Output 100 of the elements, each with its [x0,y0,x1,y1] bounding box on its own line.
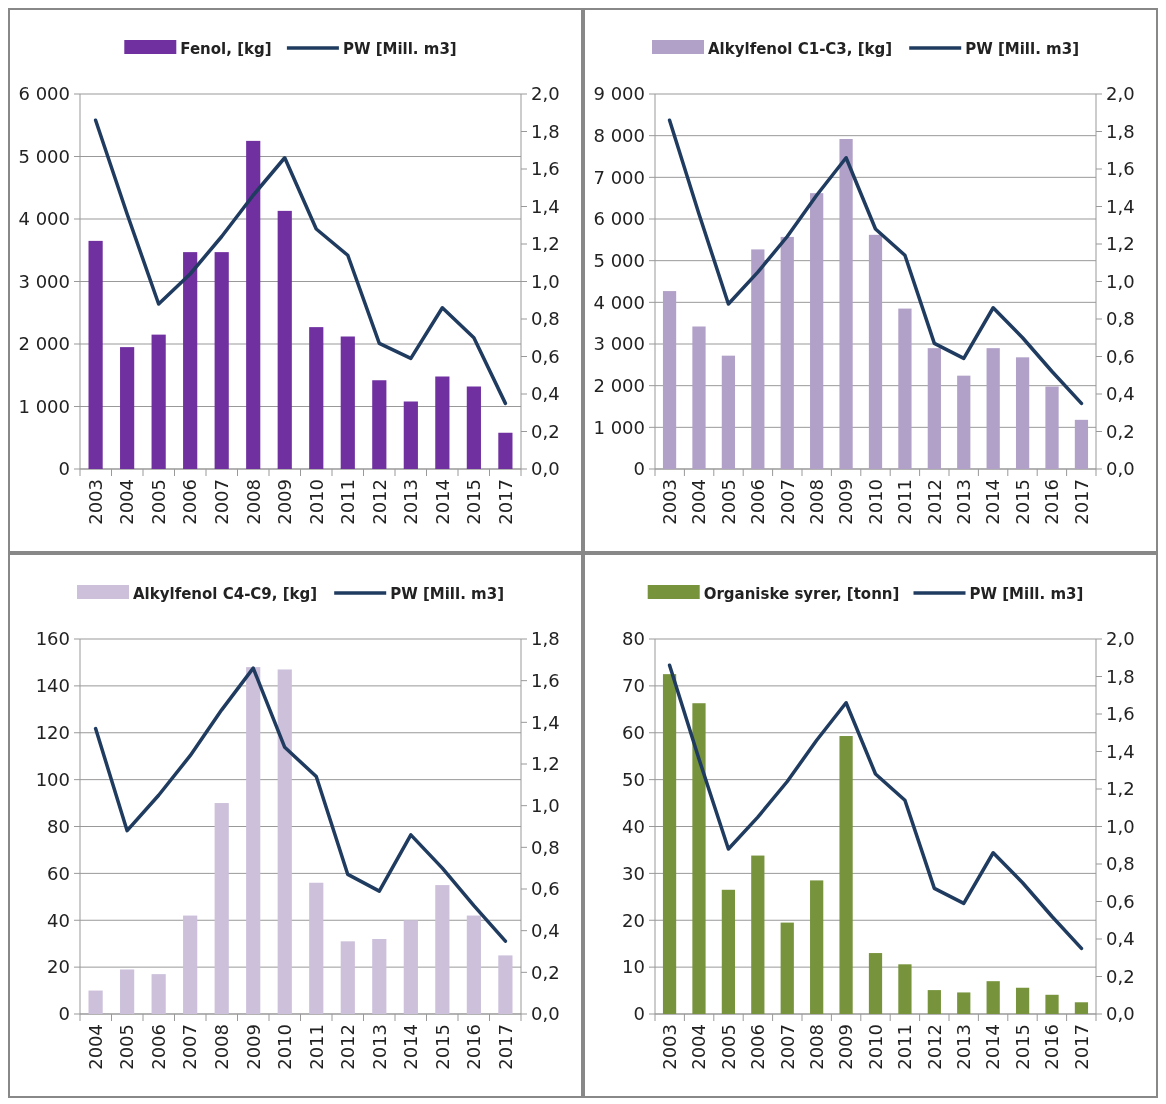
bar [277,669,292,1014]
bar [751,855,765,1014]
bar [151,334,166,469]
x-tick-label: 2004 [688,479,710,525]
x-tick-label: 2004 [84,1024,106,1070]
bar [151,974,166,1014]
y2-tick-label: 0,6 [531,878,560,900]
y-tick-label: 5 000 [18,145,70,167]
y-tick-label: 9 000 [593,83,645,105]
bar [214,252,229,469]
x-tick-label: 2009 [835,1024,857,1070]
y2-tick-label: 0,6 [1106,345,1135,367]
legend-label: PW [Mill. m3] [342,40,457,58]
bar [403,401,418,469]
y-tick-label: 50 [622,768,645,790]
legend-label: Fenol, [kg] [180,40,272,58]
bar [1045,994,1059,1014]
bar [309,327,324,469]
x-tick-label: 2009 [274,479,296,525]
x-tick-label: 2005 [116,1024,138,1070]
bar [498,955,513,1014]
y-tick-label: 4 000 [18,208,70,230]
bar [898,964,912,1014]
bar [246,140,261,469]
y-tick-label: 5 000 [593,249,645,271]
x-tick-label: 2003 [658,479,680,525]
x-tick-label: 2013 [400,479,422,525]
y-tick-label: 1 000 [593,416,645,438]
y2-tick-label: 0,6 [1106,890,1135,912]
bar [780,922,794,1014]
bar [372,939,387,1014]
y2-tick-label: 1,8 [531,628,560,650]
x-tick-label: 2013 [368,1024,390,1070]
x-tick-label: 2006 [147,1024,169,1070]
y2-tick-label: 0,2 [531,961,560,983]
y2-tick-label: 0,0 [531,1003,560,1025]
legend-label: PW [Mill. m3] [969,585,1084,603]
y-tick-label: 2 000 [18,333,70,355]
bar [466,915,481,1014]
y-tick-label: 160 [35,628,70,650]
y2-tick-label: 0,0 [1106,458,1135,480]
y-tick-label: 30 [622,862,645,884]
bar [246,667,261,1014]
x-tick-label: 2006 [179,479,201,525]
x-tick-label: 2010 [864,479,886,525]
x-tick-label: 2011 [894,479,916,525]
y-tick-label: 20 [622,909,645,931]
bar [435,885,450,1014]
bar [88,240,103,469]
x-tick-label: 2017 [1070,479,1092,525]
y-tick-label: 0 [58,1003,70,1025]
y-tick-label: 100 [35,768,70,790]
x-tick-label: 2014 [400,1024,422,1070]
y2-tick-label: 1,0 [1106,270,1135,292]
line-series [93,118,508,406]
bar [372,380,387,469]
bar [751,249,765,469]
legend-label: Alkylfenol C1-C3, [kg] [708,40,893,58]
x-tick-label: 2014 [431,479,453,525]
bar [498,432,513,469]
x-tick-label: 2012 [368,479,390,525]
x-tick-label: 2015 [1011,1024,1033,1070]
y2-tick-label: 1,8 [1106,665,1135,687]
x-tick-label: 2013 [953,1024,975,1070]
y2-tick-label: 0,2 [1106,965,1135,987]
y2-tick-label: 0,6 [531,345,560,367]
y-tick-label: 20 [47,956,70,978]
x-tick-label: 2012 [337,1024,359,1070]
bar [1015,357,1030,469]
x-tick-label: 2007 [210,479,232,525]
y-tick-label: 70 [622,675,645,697]
y-tick-label: 3 000 [18,270,70,292]
bar [898,308,912,469]
bar [662,291,677,469]
x-tick-label: 2016 [1041,479,1063,525]
y2-tick-label: 1,4 [1106,740,1135,762]
y2-tick-label: 1,2 [531,753,560,775]
y-tick-label: 80 [47,815,70,837]
y-tick-label: 40 [622,815,645,837]
bar [340,941,355,1014]
bar [868,953,883,1014]
bar [927,348,941,469]
x-tick-label: 2011 [305,1024,327,1070]
y2-tick-label: 1,0 [531,794,560,816]
x-tick-label: 2004 [116,479,138,525]
bar [1074,419,1089,469]
y2-tick-label: 0,2 [531,420,560,442]
y-tick-label: 2 000 [593,374,645,396]
x-tick-label: 2014 [982,1024,1004,1070]
x-tick-label: 2015 [1011,479,1033,525]
y2-tick-label: 0,8 [531,836,560,858]
y-tick-label: 6 000 [593,208,645,230]
y2-tick-label: 0,4 [1106,383,1135,405]
x-tick-label: 2007 [776,479,798,525]
x-tick-label: 2014 [982,479,1004,525]
y2-tick-label: 2,0 [1106,83,1135,105]
y-tick-label: 60 [622,722,645,744]
bar [780,236,794,469]
y-tick-label: 7 000 [593,166,645,188]
x-tick-label: 2016 [463,1024,485,1070]
